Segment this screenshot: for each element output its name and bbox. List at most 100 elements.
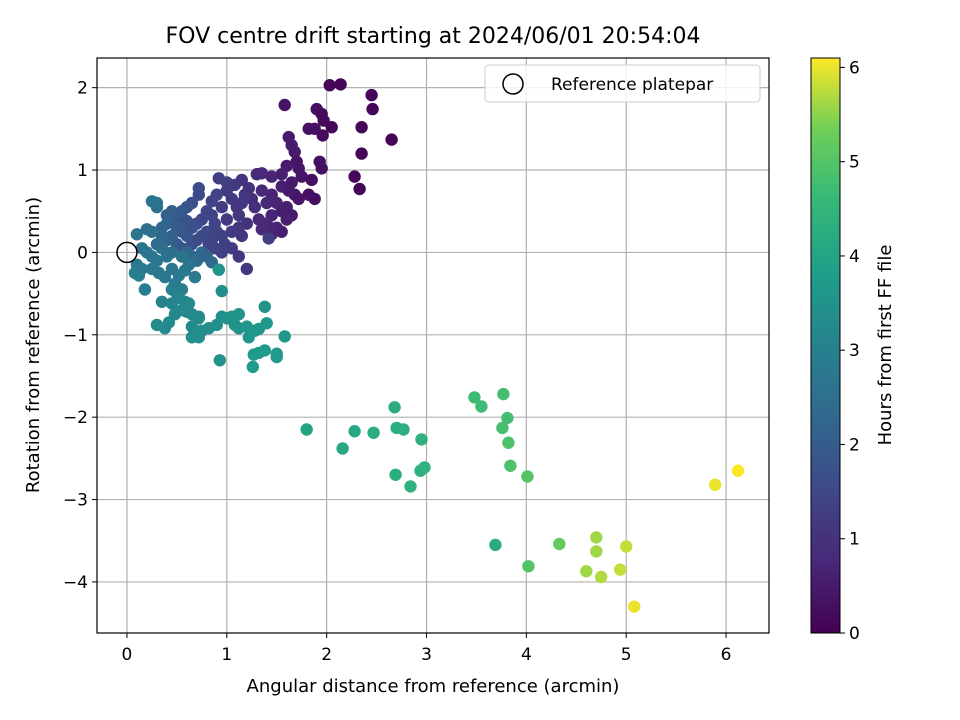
scatter-point	[155, 242, 169, 255]
x-tick-label: 6	[721, 645, 732, 665]
scatter-point	[502, 436, 515, 449]
scatter-point	[388, 401, 401, 414]
scatter-point	[258, 300, 271, 313]
x-axis-ticks: 0 1 2 3 4 5 6	[122, 633, 732, 665]
scatter-point	[225, 225, 238, 238]
scatter-point	[275, 168, 288, 181]
scatter-point	[158, 270, 172, 284]
x-tick-label: 4	[521, 645, 532, 665]
scatter-point	[397, 423, 410, 436]
scatter-point	[295, 170, 308, 183]
colorbar-label: Hours from first FF file	[875, 245, 896, 446]
scatter-point	[262, 232, 275, 245]
scatter-point	[248, 200, 261, 214]
scatter-point	[418, 461, 431, 474]
scatter-point	[145, 195, 159, 208]
scatter-point	[212, 172, 225, 185]
scatter-point	[140, 223, 154, 236]
scatter-point	[202, 238, 215, 251]
scatter-point	[731, 464, 745, 477]
scatter-point	[353, 182, 366, 196]
scatter-point	[175, 250, 189, 263]
y-tick-label: −3	[63, 491, 88, 511]
scatter-point	[232, 308, 245, 321]
scatter-point	[300, 423, 313, 436]
scatter-point	[504, 459, 517, 472]
scatter-point	[213, 354, 226, 367]
legend: Reference platepar	[484, 64, 761, 103]
scatter-point	[595, 570, 608, 584]
scatter-point	[165, 283, 179, 296]
scatter-point	[220, 213, 233, 226]
scatter-point	[475, 400, 488, 413]
scatter-point	[182, 258, 196, 271]
scatter-point	[620, 540, 633, 553]
y-axis-ticks: −4 −3 −2 −1 0 1 2	[63, 79, 97, 593]
reference-point	[116, 241, 138, 264]
scatter-point	[628, 600, 641, 613]
x-tick-label: 2	[321, 645, 332, 665]
scatter-point	[130, 228, 144, 241]
scatter-point	[708, 478, 722, 491]
scatter-point	[205, 195, 218, 208]
scatter-point	[235, 196, 248, 210]
scatter-point	[192, 310, 205, 323]
scatter-point	[366, 102, 379, 116]
scatter-point	[389, 468, 402, 481]
scatter-point	[367, 426, 380, 439]
scatter-point	[240, 262, 253, 276]
colorbar-tick-label: 0	[849, 624, 860, 644]
colorbar-tick-label: 2	[849, 435, 860, 455]
x-tick-label: 3	[421, 645, 432, 665]
grid-lines	[97, 58, 769, 633]
scatter-point	[275, 225, 288, 238]
scatter-point	[308, 192, 321, 206]
scatter-point	[292, 192, 305, 206]
scatter-point	[278, 330, 291, 343]
scatter-point	[188, 270, 202, 284]
colorbar: 0 1 2 3 4 5 6 Hours from first FF file	[810, 57, 896, 644]
x-tick-label: 0	[122, 645, 133, 665]
scatter-point	[235, 173, 248, 187]
scatter-point	[336, 442, 349, 455]
scatter-point	[590, 531, 603, 544]
x-tick-label: 1	[221, 645, 232, 665]
y-tick-label: 1	[77, 161, 88, 181]
scatter-point	[323, 79, 336, 92]
scatter-point	[348, 170, 361, 183]
legend-marker	[502, 73, 524, 95]
scatter-point	[138, 283, 152, 296]
scatter-point	[246, 360, 259, 374]
colorbar-tick-label: 6	[849, 58, 860, 78]
scatter-point	[553, 537, 566, 551]
scatter-point	[215, 284, 228, 298]
colorbar-gradient	[810, 57, 841, 634]
scatter-point	[521, 470, 534, 483]
legend-label: Reference platepar	[551, 75, 713, 95]
scatter-point	[590, 545, 603, 558]
scatter-point	[522, 560, 535, 573]
scatter-point	[501, 411, 514, 425]
scatter-point	[265, 170, 278, 183]
scatter-point	[225, 242, 238, 255]
scatter-point	[316, 129, 329, 142]
scatter-point	[192, 188, 205, 201]
colorbar-ticks: 0 1 2 3 4 5 6	[840, 58, 860, 644]
y-tick-label: −4	[63, 573, 88, 593]
scatter-point	[580, 565, 593, 578]
scatter-point	[165, 246, 179, 259]
scatter-point	[150, 318, 164, 332]
scatter-point	[365, 88, 378, 102]
scatter-point	[305, 173, 318, 187]
scatter-point	[185, 331, 199, 344]
scatter-point	[468, 391, 481, 404]
scatter-point	[270, 350, 283, 364]
scatter-point	[278, 98, 291, 112]
scatter-point	[404, 480, 417, 493]
x-tick-label: 5	[621, 645, 632, 665]
plot-frame	[96, 57, 770, 634]
y-tick-label: 0	[77, 243, 88, 263]
scatter-point	[255, 223, 268, 236]
colorbar-tick-label: 1	[849, 530, 860, 550]
